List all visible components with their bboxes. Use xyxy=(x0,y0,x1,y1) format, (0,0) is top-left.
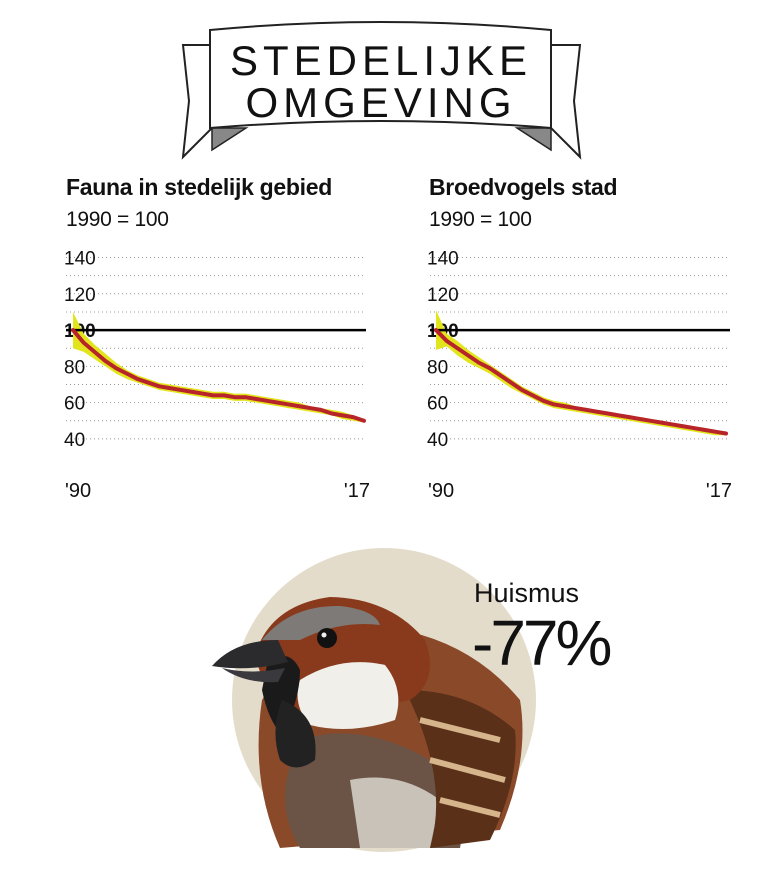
species-change: -77% xyxy=(472,607,612,679)
sparrow-illustration xyxy=(212,548,536,852)
y-tick-label: 40 xyxy=(427,430,448,451)
chart-2-subtitle: 1990 = 100 xyxy=(429,208,532,231)
house-sparrow-icon xyxy=(212,597,523,848)
y-tick-label: 100 xyxy=(64,321,96,342)
trend-line xyxy=(71,328,366,423)
banner-left-tail xyxy=(181,44,213,160)
y-tick-label: 80 xyxy=(64,357,85,378)
confidence-band xyxy=(436,310,726,436)
y-tick-label: 60 xyxy=(427,394,448,415)
y-tick-label: 120 xyxy=(427,285,459,306)
y-tick-label: 100 xyxy=(427,321,459,342)
y-tick-label: 60 xyxy=(64,394,85,415)
x-tick-label: '90 xyxy=(428,480,454,502)
x-tick-label: '17 xyxy=(706,480,732,502)
banner-line-1: STEDELIJKE xyxy=(230,37,532,84)
x-tick-label: '90 xyxy=(65,480,91,502)
banner-left-fold xyxy=(211,127,249,152)
chart-2-title: Broedvogels stad xyxy=(429,174,618,200)
chart-1-title: Fauna in stedelijk gebied xyxy=(66,174,333,200)
y-tick-label: 140 xyxy=(427,249,459,270)
y-tick-label: 80 xyxy=(427,357,448,378)
y-tick-label: 140 xyxy=(64,249,96,270)
banner-right-fold xyxy=(514,127,552,152)
banner-line-2: OMGEVING xyxy=(245,79,516,126)
banner-right-tail xyxy=(550,44,582,160)
y-tick-label: 40 xyxy=(64,430,85,451)
header-banner: STEDELIJKE OMGEVING xyxy=(181,21,582,160)
x-tick-label: '17 xyxy=(344,480,370,502)
chart-1-subtitle: 1990 = 100 xyxy=(66,208,169,231)
species-name: Huismus xyxy=(474,578,580,608)
y-tick-label: 120 xyxy=(64,285,96,306)
banner-body xyxy=(209,21,552,130)
trend-line xyxy=(434,328,728,436)
confidence-band xyxy=(73,311,364,423)
